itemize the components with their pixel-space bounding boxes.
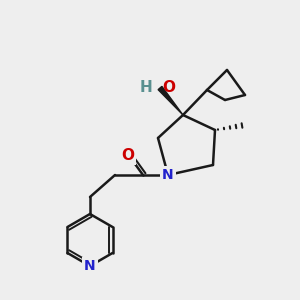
Polygon shape xyxy=(158,86,183,115)
Text: O: O xyxy=(122,148,134,164)
Text: H: H xyxy=(139,80,152,94)
Text: N: N xyxy=(84,259,96,273)
Text: N: N xyxy=(162,168,174,182)
Text: O: O xyxy=(162,80,175,94)
